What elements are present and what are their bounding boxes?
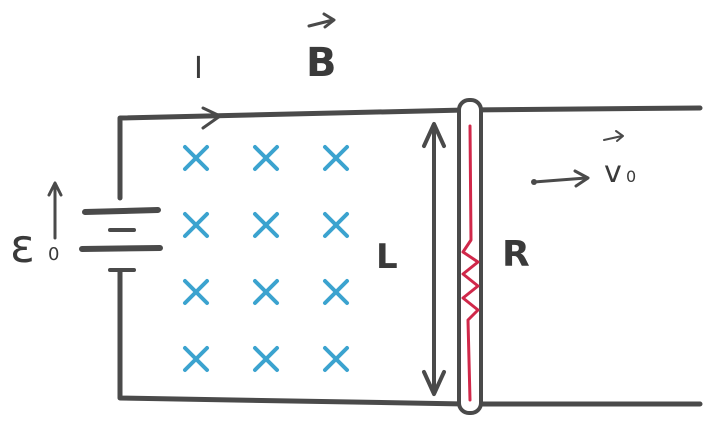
field-marker: [253, 145, 279, 171]
field-marker: [253, 346, 279, 372]
resistance-label: R: [502, 234, 530, 275]
bottom-rail: [117, 269, 703, 407]
current-indicator: I: [194, 51, 222, 130]
sliding-rod: R: [457, 98, 530, 415]
emf-subscript: 0: [48, 244, 59, 265]
field-marker: [323, 145, 349, 171]
resistor-zigzag: [461, 124, 480, 402]
field-marker: [253, 279, 279, 305]
velocity-indicator: v 0: [531, 130, 636, 190]
velocity-label: v: [604, 155, 622, 190]
current-label: I: [194, 51, 203, 86]
field-marker: [323, 212, 349, 238]
battery: [79, 207, 163, 272]
field-marker: [183, 279, 209, 305]
top-rail: [117, 105, 703, 201]
field-symbol: B: [306, 40, 337, 86]
emf-symbol: ε: [10, 219, 35, 273]
length-arrow: L: [376, 122, 446, 396]
field-marker: [253, 212, 279, 238]
field-marker: [183, 346, 209, 372]
field-markers: [183, 145, 349, 372]
field-marker: [183, 145, 209, 171]
length-label: L: [376, 237, 398, 277]
field-marker: [183, 212, 209, 238]
velocity-subscript: 0: [626, 167, 636, 186]
circuit-wires: [117, 105, 703, 407]
field-marker: [323, 346, 349, 372]
field-marker: [323, 279, 349, 305]
emf-label: ε 0: [10, 181, 63, 273]
field-label: B: [306, 12, 337, 86]
